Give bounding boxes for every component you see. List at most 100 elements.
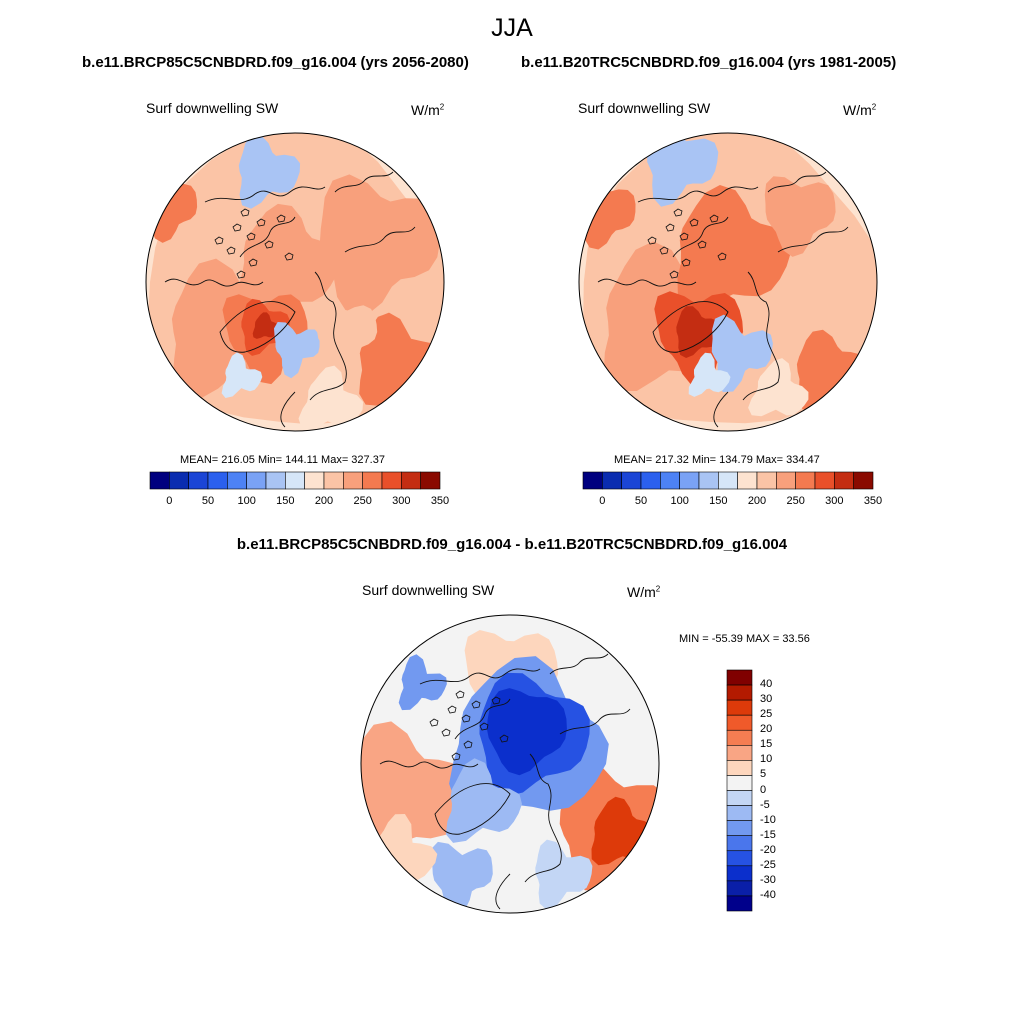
colorbar-swatch (227, 471, 247, 490)
colorbar-swatch (602, 471, 622, 490)
colorbar-swatch (149, 471, 170, 490)
map-boundary (145, 132, 445, 432)
colorbar-swatch (726, 850, 753, 867)
coastline (280, 391, 296, 428)
panel1-unit-label: W/m2 (411, 102, 445, 118)
island-outline (240, 208, 250, 217)
coastline (742, 271, 780, 401)
colorbar-tick-label: 250 (353, 495, 372, 507)
coastline (495, 873, 511, 910)
coastline (713, 391, 729, 428)
island-outline (226, 246, 236, 255)
colorbar-tick-label: 150 (276, 495, 295, 507)
colorbar-swatch (343, 471, 363, 490)
colorbar-tick-label: 300 (392, 495, 411, 507)
panel1-polar-map (145, 132, 445, 432)
colorbar-label: 30 (760, 693, 773, 706)
island-outline (679, 232, 689, 241)
coastline (219, 301, 296, 353)
field-region (748, 358, 809, 417)
colorbar-swatch (726, 745, 753, 761)
colorbar-tick-label: 300 (825, 495, 844, 507)
coastline (777, 226, 849, 253)
map-boundary (578, 132, 878, 432)
island-outline (689, 218, 699, 227)
colorbar-tick-label: 200 (747, 495, 767, 507)
colorbar-swatch (726, 669, 753, 686)
panel3-minmax: MIN = -55.39 MAX = 33.56 (679, 633, 810, 645)
island-outline (441, 728, 451, 737)
colorbar-label: 0 (760, 783, 767, 796)
colorbar-label: 5 (760, 768, 767, 781)
island-outline (673, 208, 683, 217)
colorbar-swatch (323, 471, 344, 490)
colorbar-tick-label: 100 (670, 495, 689, 507)
colorbar-swatch (756, 471, 777, 490)
colorbar-label: 10 (760, 753, 773, 766)
coastline (204, 186, 326, 203)
colorbar-swatch (776, 471, 796, 490)
panel3-unit-label: W/m2 (627, 584, 661, 600)
colorbar-tick-label: 100 (237, 495, 256, 507)
island-outline (214, 236, 224, 245)
colorbar-swatch (726, 895, 753, 912)
island-outline (236, 270, 246, 279)
island-outline (276, 214, 286, 223)
field-region (319, 174, 441, 316)
colorbar-swatch (621, 471, 642, 490)
colorbar-swatch (660, 471, 680, 490)
colorbar-swatch (726, 760, 753, 776)
coastline (652, 301, 729, 353)
colorbar-swatch (726, 805, 753, 821)
colorbar-swatch (381, 471, 402, 490)
colorbar-swatch (679, 471, 700, 490)
field-region (361, 721, 468, 863)
case-b-title: b.e11.B20TRC5CNBDRD.f09_g16.004 (yrs 198… (521, 54, 897, 71)
island-outline (491, 696, 501, 705)
island-outline (429, 718, 439, 727)
coastline (767, 171, 827, 193)
colorbar-swatch (698, 471, 719, 490)
coastline (597, 278, 697, 287)
coastline (419, 668, 541, 685)
island-outline (659, 246, 669, 255)
colorbar-label: -5 (760, 798, 770, 811)
island-outline (709, 214, 719, 223)
field-region (431, 841, 493, 913)
island-outline (264, 240, 274, 249)
colorbar-swatch (726, 699, 753, 716)
colorbar-label: -25 (760, 858, 776, 871)
island-outline (447, 705, 457, 714)
island-outline (499, 734, 509, 743)
colorbar-tick-label: 0 (166, 495, 173, 507)
island-outline (246, 232, 256, 241)
coastline (454, 698, 511, 740)
colorbar-swatch (726, 865, 753, 882)
colorbar-swatch (726, 820, 753, 836)
panel3-colorbar (726, 669, 753, 912)
island-outline (451, 752, 461, 761)
colorbar-swatch (188, 471, 209, 490)
coastline (559, 708, 631, 735)
colorbar-swatch (814, 471, 835, 490)
island-outline (665, 223, 675, 232)
difference-title: b.e11.BRCP85C5CNBDRD.f09_g16.004 - b.e11… (236, 536, 788, 553)
island-outline (232, 223, 242, 232)
colorbar-tick-label: 350 (863, 495, 883, 507)
colorbar-swatch (726, 880, 753, 897)
colorbar-label: -40 (760, 888, 776, 901)
coastline (164, 278, 264, 287)
coastline (524, 753, 562, 883)
coastline (309, 271, 347, 401)
colorbar-tick-label: 50 (634, 495, 648, 507)
field-region (221, 352, 263, 398)
field-region (238, 203, 341, 311)
colorbar-tick-label: 200 (314, 495, 334, 507)
field-region (398, 654, 447, 711)
colorbar-tick-label: 250 (786, 495, 805, 507)
panel3-polar-map (360, 614, 660, 914)
colorbar-swatch (726, 775, 753, 791)
colorbar-swatch (304, 471, 325, 490)
colorbar-tick-label: 50 (201, 495, 215, 507)
coastline (549, 653, 609, 675)
